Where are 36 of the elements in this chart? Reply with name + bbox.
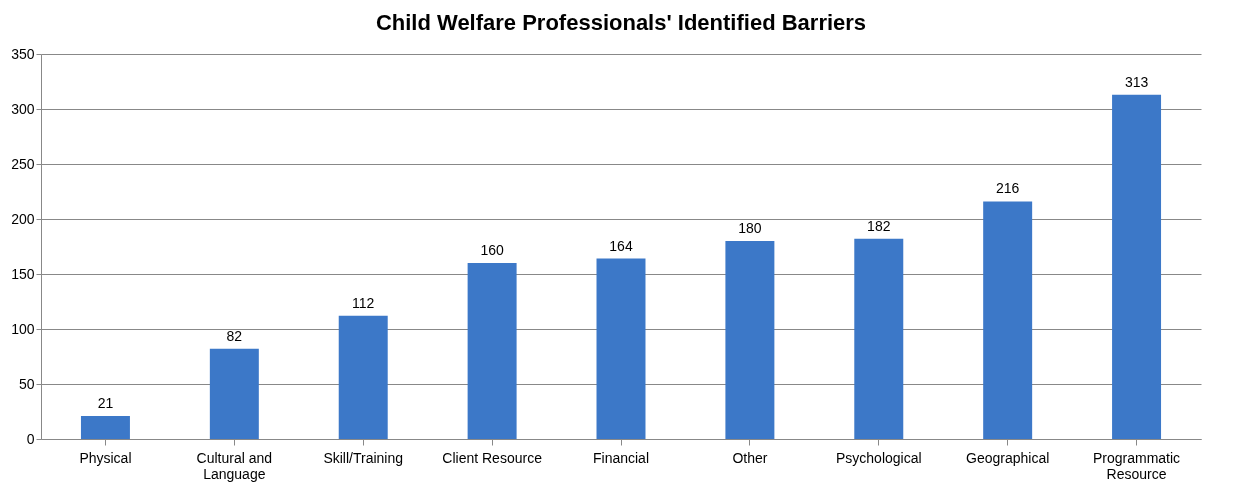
data-label: 182 bbox=[867, 217, 891, 234]
x-tick-label: Client Resource bbox=[442, 449, 543, 466]
y-tick-label: 200 bbox=[11, 210, 35, 227]
y-tick-label: 150 bbox=[11, 265, 35, 282]
x-tick-label: Geographical bbox=[966, 449, 1050, 466]
data-label: 216 bbox=[995, 180, 1020, 197]
bar bbox=[725, 241, 775, 439]
chart-title: Child Welfare Professionals' Identified Barriers bbox=[375, 10, 867, 35]
bar bbox=[338, 315, 388, 439]
x-tick-label: Physical bbox=[79, 449, 132, 466]
data-label: 21 bbox=[97, 394, 114, 411]
bar bbox=[80, 415, 130, 439]
data-label: 82 bbox=[226, 327, 243, 344]
bar bbox=[209, 348, 259, 439]
bar bbox=[467, 263, 517, 439]
x-tick-label: Skill/Training bbox=[323, 449, 404, 466]
bar bbox=[596, 258, 646, 439]
y-tick-label: 350 bbox=[11, 45, 35, 62]
x-tick-label: Programmatic Resource bbox=[1092, 449, 1181, 482]
y-tick-label: 0 bbox=[26, 430, 35, 447]
y-tick-label: 50 bbox=[18, 375, 35, 392]
bar bbox=[983, 201, 1033, 439]
data-label: 180 bbox=[738, 220, 762, 236]
y-tick-label: 250 bbox=[11, 155, 35, 172]
x-tick-label: Other bbox=[732, 449, 768, 466]
bar bbox=[854, 238, 904, 439]
x-tick-label: Cultural and Language bbox=[196, 449, 273, 482]
data-label: 164 bbox=[609, 237, 633, 254]
y-tick-label: 300 bbox=[11, 100, 35, 117]
data-label: 313 bbox=[1124, 73, 1149, 90]
x-tick-label: Psychological bbox=[835, 449, 922, 466]
data-label: 160 bbox=[480, 242, 504, 258]
bar bbox=[1112, 94, 1162, 439]
x-tick-label: Financial bbox=[592, 449, 650, 466]
data-label: 112 bbox=[352, 294, 375, 311]
y-tick-label: 100 bbox=[11, 320, 35, 337]
